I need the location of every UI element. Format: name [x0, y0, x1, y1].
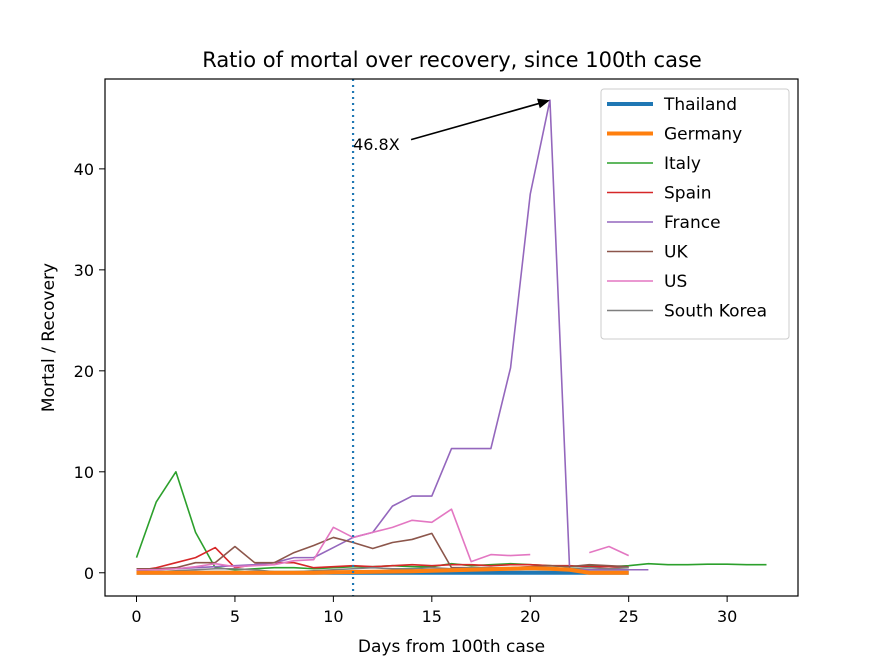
chart-title: Ratio of mortal over recovery, since 100… — [202, 48, 702, 72]
series-line-france — [136, 99, 649, 572]
legend-label: Spain — [664, 184, 712, 204]
y-tick-label: 30 — [74, 261, 94, 280]
legend: Thailand Germany Italy Spain France UK US South… — [600, 88, 790, 340]
x-tick-label: 20 — [520, 607, 540, 626]
y-axis-label: Mortal / Recovery — [39, 263, 59, 412]
x-tick-label: 0 — [131, 607, 141, 626]
y-tick-label: 40 — [74, 160, 94, 179]
legend-label: South Korea — [664, 302, 767, 322]
annotation-arrow-line — [410, 102, 541, 141]
y-tick-label: 10 — [74, 463, 94, 482]
annotation-arrow-head — [537, 98, 550, 109]
x-axis-label: Days from 100th case — [358, 637, 545, 657]
y-tick-label: 20 — [74, 362, 94, 381]
legend-label: France — [664, 213, 721, 233]
series-line-us — [136, 508, 630, 571]
legend-label: Italy — [664, 154, 701, 174]
legend-label: Germany — [664, 125, 742, 145]
legend-label: Thailand — [663, 95, 737, 115]
legend-box — [600, 88, 790, 340]
annotation-label: 46.8X — [353, 135, 400, 154]
legend-label: US — [664, 272, 687, 292]
x-tick-label: 15 — [422, 607, 442, 626]
y-tick-label: 0 — [84, 564, 94, 583]
legend-label: UK — [664, 243, 688, 263]
x-tick-label: 30 — [717, 607, 737, 626]
axes-ticks: 0 5 10 15 20 25 30 0 10 20 30 40 — [74, 160, 738, 626]
x-tick-label: 5 — [230, 607, 240, 626]
plot-frame — [104, 78, 799, 597]
x-tick-label: 10 — [323, 607, 343, 626]
x-tick-label: 25 — [619, 607, 639, 626]
plot-area — [135, 79, 767, 596]
series-line-germany — [136, 566, 629, 575]
series-line-uk — [136, 532, 629, 570]
